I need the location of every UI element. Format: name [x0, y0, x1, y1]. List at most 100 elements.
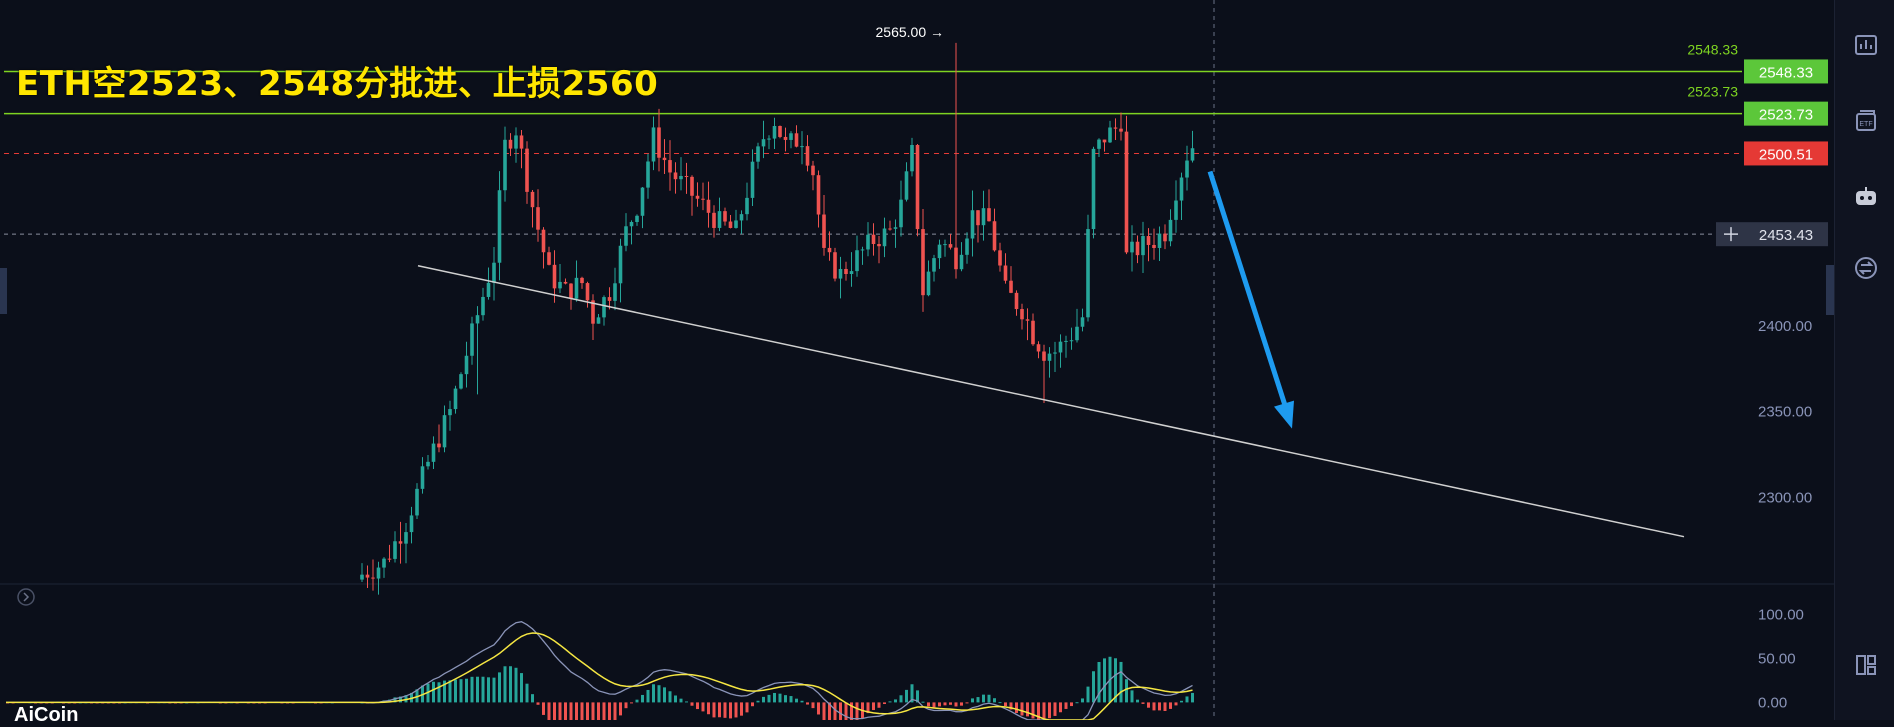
macd-histogram-bar	[866, 702, 870, 714]
macd-histogram-bar	[476, 676, 479, 703]
candle-body	[1168, 219, 1173, 242]
candle-body	[811, 165, 815, 176]
macd-histogram-bar	[685, 701, 688, 703]
candle-body	[932, 258, 936, 272]
macd-histogram-bar	[723, 702, 727, 718]
macd-histogram-bar	[1075, 702, 1079, 704]
candle-body	[745, 197, 749, 215]
candle-body	[833, 252, 837, 279]
candle-body	[618, 245, 623, 284]
y-tick-label: 2400.00	[1758, 318, 1812, 335]
candle-body	[530, 191, 535, 208]
candle-body	[409, 515, 414, 533]
candle-body	[1053, 352, 1057, 354]
candle-body	[948, 244, 953, 248]
macd-histogram-bar	[668, 691, 672, 703]
macd-histogram-bar	[1009, 702, 1013, 710]
price-level-caption: 2548.33	[1687, 41, 1738, 57]
macd-histogram-bar	[932, 702, 936, 708]
current-price-tag	[1744, 141, 1828, 166]
high-price-marker: 2565.00 →	[876, 24, 945, 40]
macd-histogram-bar	[591, 702, 595, 720]
candle-body	[519, 135, 524, 149]
candle-body	[855, 250, 859, 272]
candle-body	[723, 211, 727, 222]
candle-body	[613, 283, 617, 301]
candle-body	[475, 315, 480, 324]
candle-body	[492, 262, 496, 283]
macd-histogram-bar	[1147, 702, 1150, 708]
macd-histogram-bar	[1185, 696, 1189, 703]
macd-histogram-bar	[905, 689, 908, 703]
candle-body	[464, 355, 469, 375]
candle-body	[690, 176, 694, 196]
macd-histogram-bar	[734, 702, 738, 718]
candle-body	[525, 148, 529, 192]
candle-body	[624, 226, 628, 246]
macd-histogram-bar	[1130, 690, 1134, 703]
macd-histogram-bar	[520, 673, 523, 703]
macd-histogram-bar	[674, 695, 677, 703]
layout-icon[interactable]	[1853, 652, 1879, 678]
macd-histogram-bar	[432, 681, 435, 703]
macd-histogram-bar	[1191, 692, 1194, 703]
candle-body	[657, 127, 661, 158]
left-scroll-handle[interactable]	[0, 268, 7, 314]
macd-histogram-bar	[1180, 700, 1183, 703]
candle-body	[1031, 320, 1035, 345]
plus-icon[interactable]	[1724, 227, 1738, 242]
price-level-tag	[1744, 101, 1828, 126]
macd-histogram-bar	[971, 698, 974, 703]
candle-body	[596, 317, 601, 324]
macd-histogram-bar	[811, 702, 815, 709]
candle-body	[431, 443, 436, 462]
candle-body	[899, 199, 903, 228]
macd-histogram-bar	[795, 698, 798, 703]
macd-histogram-bar	[1158, 702, 1161, 711]
macd-histogram-bar	[910, 684, 914, 703]
price-level-tag-label: 2523.73	[1759, 107, 1813, 124]
macd-histogram-bar	[443, 680, 446, 703]
right-toolbar: ETF	[1834, 0, 1894, 720]
macd-histogram-bar	[1174, 702, 1178, 706]
candle-body	[1080, 317, 1085, 327]
candle-body	[921, 229, 925, 296]
candle-body	[1003, 265, 1008, 281]
macd-histogram-bar	[1141, 702, 1145, 704]
candle-body	[382, 558, 386, 568]
candle-body	[448, 409, 452, 416]
macd-histogram-bar	[657, 685, 661, 703]
candle-body	[789, 133, 793, 140]
macd-histogram-bar	[1163, 702, 1167, 712]
macd-histogram-bar	[844, 702, 848, 720]
candle-body	[1091, 148, 1096, 230]
macd-histogram-bar	[872, 702, 875, 711]
macd-histogram-bar	[679, 698, 683, 703]
candle-body	[486, 282, 491, 297]
candle-body	[1119, 128, 1123, 132]
candle-body	[849, 271, 854, 275]
macd-histogram-bar	[938, 702, 941, 707]
robot-icon[interactable]	[1853, 183, 1879, 209]
candle-body	[453, 388, 458, 410]
candle-body	[442, 415, 447, 448]
candle-body	[684, 176, 689, 178]
exchange-icon[interactable]	[1853, 255, 1879, 281]
collapse-pane-icon[interactable]	[17, 588, 35, 606]
macd-dea-line	[6, 632, 1193, 720]
macd-histogram-bar	[437, 682, 441, 703]
macd-histogram-bar	[877, 702, 881, 708]
candle-body	[1042, 351, 1046, 361]
etf-icon[interactable]: ETF	[1853, 108, 1879, 134]
macd-histogram-bar	[690, 702, 694, 706]
right-scroll-handle[interactable]	[1826, 265, 1834, 315]
candle-body	[393, 541, 397, 559]
macd-histogram-bar	[663, 687, 666, 703]
candle-body	[673, 172, 678, 180]
macd-histogram-bar	[850, 702, 853, 720]
macd-dif-line	[6, 621, 1193, 720]
macd-histogram-bar	[586, 702, 589, 720]
candle-body	[563, 281, 568, 284]
chart-icon[interactable]	[1853, 32, 1879, 58]
